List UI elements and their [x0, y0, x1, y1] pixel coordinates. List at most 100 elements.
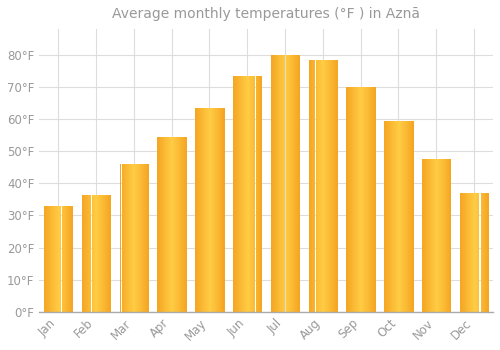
Bar: [467, 193, 468, 312]
Bar: [88, 195, 90, 312]
Bar: [185, 137, 186, 312]
Bar: [195, 108, 196, 312]
Bar: [72, 206, 73, 312]
Bar: [82, 195, 83, 312]
Bar: [392, 121, 393, 312]
Bar: [372, 87, 373, 312]
Bar: [461, 193, 462, 312]
Bar: [196, 108, 197, 312]
Bar: [275, 55, 276, 312]
Bar: [318, 60, 320, 312]
Bar: [66, 206, 68, 312]
Bar: [374, 87, 375, 312]
Bar: [105, 195, 106, 312]
Bar: [204, 108, 205, 312]
Bar: [258, 76, 260, 312]
Bar: [330, 60, 331, 312]
Bar: [400, 121, 401, 312]
Bar: [124, 164, 126, 312]
Bar: [356, 87, 357, 312]
Bar: [200, 108, 201, 312]
Bar: [440, 159, 442, 312]
Bar: [290, 55, 292, 312]
Bar: [237, 76, 238, 312]
Bar: [448, 159, 450, 312]
Bar: [294, 55, 296, 312]
Bar: [98, 195, 100, 312]
Bar: [437, 159, 438, 312]
Bar: [260, 76, 262, 312]
Bar: [132, 164, 133, 312]
Bar: [181, 137, 182, 312]
Bar: [312, 60, 314, 312]
Bar: [60, 206, 62, 312]
Bar: [465, 193, 466, 312]
Bar: [329, 60, 330, 312]
Bar: [284, 55, 286, 312]
Bar: [64, 206, 66, 312]
Bar: [138, 164, 139, 312]
Bar: [203, 108, 204, 312]
Bar: [128, 164, 130, 312]
Bar: [367, 87, 368, 312]
Bar: [360, 87, 361, 312]
Bar: [359, 87, 360, 312]
Bar: [361, 87, 362, 312]
Bar: [254, 76, 256, 312]
Bar: [170, 137, 171, 312]
Bar: [480, 193, 482, 312]
Bar: [352, 87, 354, 312]
Bar: [331, 60, 332, 312]
Bar: [370, 87, 371, 312]
Bar: [446, 159, 448, 312]
Bar: [52, 206, 54, 312]
Bar: [106, 195, 107, 312]
Bar: [348, 87, 350, 312]
Bar: [439, 159, 440, 312]
Bar: [373, 87, 374, 312]
Bar: [384, 121, 386, 312]
Bar: [394, 121, 395, 312]
Bar: [104, 195, 105, 312]
Bar: [140, 164, 141, 312]
Bar: [199, 108, 200, 312]
Bar: [45, 206, 46, 312]
Bar: [222, 108, 224, 312]
Bar: [167, 137, 168, 312]
Bar: [444, 159, 446, 312]
Bar: [395, 121, 396, 312]
Bar: [405, 121, 406, 312]
Bar: [250, 76, 252, 312]
Bar: [178, 137, 179, 312]
Bar: [44, 206, 45, 312]
Bar: [130, 164, 132, 312]
Bar: [314, 60, 316, 312]
Bar: [126, 164, 128, 312]
Bar: [412, 121, 414, 312]
Bar: [427, 159, 428, 312]
Bar: [288, 55, 290, 312]
Bar: [308, 60, 310, 312]
Bar: [165, 137, 166, 312]
Bar: [434, 159, 435, 312]
Bar: [54, 206, 56, 312]
Bar: [236, 76, 237, 312]
Bar: [168, 137, 169, 312]
Bar: [96, 195, 98, 312]
Bar: [464, 193, 465, 312]
Bar: [346, 87, 348, 312]
Bar: [218, 108, 220, 312]
Bar: [171, 137, 172, 312]
Bar: [337, 60, 338, 312]
Bar: [209, 108, 210, 312]
Bar: [273, 55, 274, 312]
Bar: [346, 87, 348, 312]
Bar: [424, 159, 425, 312]
Bar: [396, 121, 397, 312]
Bar: [211, 108, 212, 312]
Bar: [235, 76, 236, 312]
Bar: [144, 164, 145, 312]
Bar: [482, 193, 484, 312]
Bar: [470, 193, 472, 312]
Bar: [183, 137, 184, 312]
